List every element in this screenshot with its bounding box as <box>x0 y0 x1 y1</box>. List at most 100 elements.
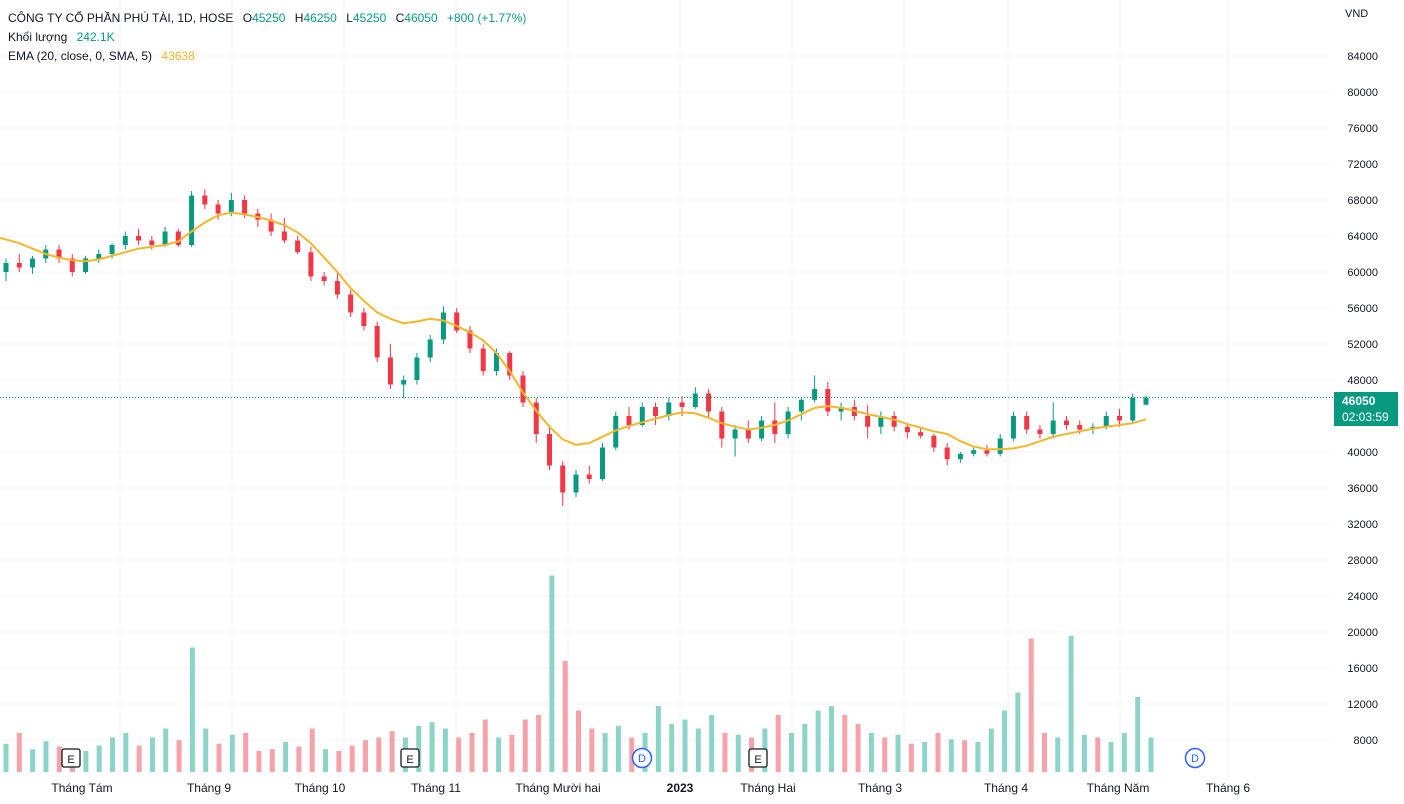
candle-body <box>374 326 380 358</box>
candle-body <box>56 249 62 259</box>
candle-body <box>957 453 963 460</box>
volume-bar <box>589 728 595 772</box>
volume-bar <box>30 749 36 772</box>
volume-bar <box>522 719 528 772</box>
price-tick-label: 84000 <box>1347 51 1378 63</box>
price-axis[interactable]: 84000 80000 76000 72000 68000 64000 60000 56000… <box>1347 51 1378 747</box>
candle-body <box>334 281 340 295</box>
candle-body <box>1024 416 1030 430</box>
candle-body <box>348 294 354 313</box>
volume-bar <box>123 733 129 772</box>
volume-bar <box>615 725 621 772</box>
volume-bar <box>136 745 142 772</box>
candle-body <box>613 416 619 448</box>
volume-bar <box>469 733 475 772</box>
candle-body <box>507 353 513 376</box>
candle-body <box>1077 425 1083 430</box>
candle-body <box>361 312 367 326</box>
volume-bar <box>868 733 874 772</box>
volume-bar <box>509 734 515 772</box>
high-value: 46250 <box>303 11 337 25</box>
volume-bar <box>362 740 368 772</box>
candle-body <box>838 407 844 412</box>
candle-body <box>1050 420 1056 434</box>
volume-label: Khối lượng <box>8 30 68 44</box>
volume-bar <box>828 706 834 772</box>
volume-value: 242.1K <box>76 30 115 44</box>
volume-bar <box>1055 737 1061 772</box>
candle-body <box>321 276 327 281</box>
time-tick-label: Tháng 9 <box>187 781 231 795</box>
open-value: 45250 <box>252 11 286 25</box>
candle-body <box>560 465 566 493</box>
candle-body <box>918 432 924 436</box>
volume-bar <box>389 731 395 772</box>
candle-body <box>666 402 672 416</box>
volume-bar <box>336 751 342 772</box>
earnings-marker <box>61 748 81 768</box>
candle-body <box>387 357 393 385</box>
time-tick-label: Tháng 11 <box>411 781 461 795</box>
candle-body <box>944 447 950 460</box>
volume-bar <box>602 733 608 772</box>
price-tick-label: 68000 <box>1347 195 1378 207</box>
candle-body <box>109 245 115 254</box>
candle-body <box>228 200 234 214</box>
legend-ema-row[interactable]: EMA (20, close, 0, SMA, 5) 43638 <box>8 46 526 65</box>
candle-body <box>149 240 155 245</box>
volume-bar <box>975 742 981 772</box>
candle-body <box>96 254 102 259</box>
volume-bar <box>429 722 435 772</box>
volume-bar <box>96 745 102 772</box>
price-tick-label: 80000 <box>1347 87 1378 99</box>
volume-bar <box>1135 697 1141 772</box>
volume-bar <box>775 715 781 772</box>
bar-countdown: 02:03:59 <box>1342 410 1389 424</box>
candle-body <box>175 231 181 245</box>
candle-body <box>401 380 407 385</box>
legend-symbol-row[interactable]: CÔNG TY CỔ PHẦN PHÚ TÀI, 1D, HOSE O45250… <box>8 8 526 27</box>
volume-bar <box>842 715 848 772</box>
candlesticks <box>3 189 1149 506</box>
ema-line <box>0 211 1147 451</box>
volume-bar <box>349 745 355 772</box>
volume-bar <box>895 734 901 772</box>
price-tick-label: 48000 <box>1347 375 1378 387</box>
candle-body <box>759 420 765 439</box>
dividend-marker <box>631 747 653 769</box>
volume-bar <box>1095 737 1101 772</box>
candle-body <box>1037 429 1043 434</box>
candle-body <box>3 263 9 272</box>
price-tick-label: 16000 <box>1347 663 1378 675</box>
time-axis[interactable]: Tháng Tám Tháng 9 Tháng 10 Tháng 11 Tháng Mư… <box>51 781 1250 795</box>
time-tick-label: Tháng 6 <box>1206 781 1250 795</box>
candle-body <box>281 231 287 241</box>
candle-body <box>69 258 75 272</box>
candle-body <box>467 330 473 349</box>
time-tick-label: Tháng Mười hai <box>515 781 600 795</box>
price-tick-label: 28000 <box>1347 555 1378 567</box>
dividend-marker-label: D <box>1191 753 1199 765</box>
price-tick-label: 52000 <box>1347 339 1378 351</box>
chart-legend: CÔNG TY CỔ PHẦN PHÚ TÀI, 1D, HOSE O45250… <box>8 8 526 65</box>
time-tick-label: Tháng 4 <box>984 781 1028 795</box>
volume-bar <box>269 749 275 772</box>
volume-bar <box>309 728 315 772</box>
volume-bar <box>669 724 675 772</box>
volume-bars <box>3 575 1154 772</box>
volume-bar <box>1002 710 1008 772</box>
candle-body <box>825 389 831 412</box>
volume-bar <box>549 575 555 772</box>
candle-body <box>1116 416 1122 421</box>
ema-label: EMA (20, close, 0, SMA, 5) <box>8 49 153 63</box>
earnings-marker <box>400 748 420 768</box>
volume-bar <box>296 746 302 772</box>
change-value: +800 (+1.77%) <box>446 11 527 25</box>
legend-volume-row[interactable]: Khối lượng 242.1K <box>8 27 526 46</box>
candle-body <box>546 434 552 466</box>
candle-body <box>971 450 977 454</box>
volume-bar <box>935 733 941 772</box>
candle-body <box>931 435 937 448</box>
